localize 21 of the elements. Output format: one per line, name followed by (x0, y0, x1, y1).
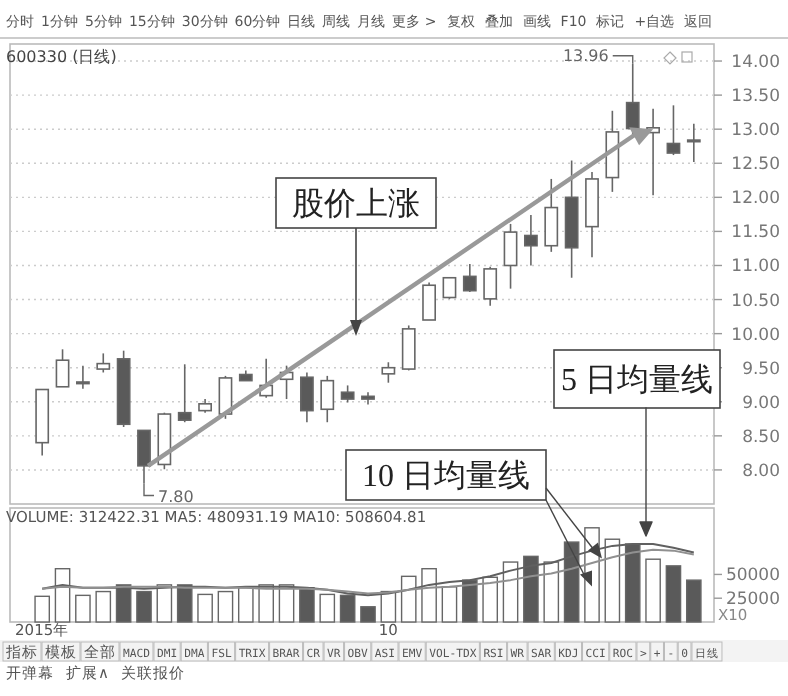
annotation: 股价上涨 (292, 186, 420, 222)
y-tick-label: 11.00 (731, 257, 780, 278)
y-tick-label: 9.00 (742, 393, 780, 414)
y-tick-label: 8.00 (742, 461, 780, 482)
y-tick-label: 14.00 (731, 53, 780, 74)
y-tick-label: 10.00 (731, 325, 780, 346)
annotation: 10 日均量线 (362, 458, 530, 494)
y-tick-label: 12.00 (731, 189, 780, 210)
annotation: 5 日均量线 (561, 362, 713, 398)
y-tick-label: 13.50 (731, 87, 780, 108)
y-tick-label: 9.50 (742, 359, 780, 380)
y-tick-label: 12.50 (731, 155, 780, 176)
y-tick-label: 10.50 (731, 291, 780, 312)
annotation: 7.80 (158, 487, 194, 506)
y-tick-label: 11.50 (731, 223, 780, 244)
chart-title: 600330 (日线) (6, 48, 117, 66)
y-tick-label: 13.00 (731, 121, 780, 142)
y-tick-label: 8.50 (742, 427, 780, 448)
annotation: 13.96 (562, 46, 609, 65)
y-tick-label: 25000 (725, 590, 780, 611)
y-tick-label: 50000 (725, 566, 780, 587)
